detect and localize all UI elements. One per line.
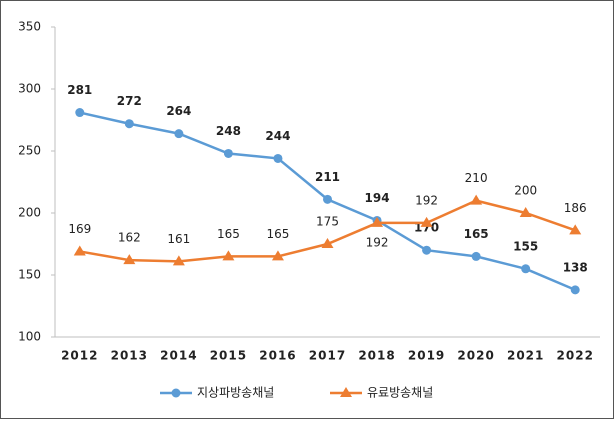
data-label: 155 [513,239,538,253]
data-label: 162 [118,231,141,245]
marker [75,108,85,118]
marker [124,119,134,129]
marker [323,194,332,204]
marker [570,285,580,295]
data-label: 175 [316,215,339,229]
legend-label: 지상파방송채널 [197,386,274,400]
x-tick-label: 2016 [259,349,296,363]
y-tick-label: 100 [18,330,41,344]
legend-label: 유료방송채널 [367,386,433,400]
x-tick-label: 2017 [309,349,346,363]
marker [321,238,334,248]
marker [420,216,433,227]
marker [471,251,481,261]
y-tick-label: 300 [18,82,41,96]
marker [271,250,284,261]
x-tick-label: 2015 [210,349,247,363]
data-label: 138 [563,260,588,274]
data-label: 281 [67,83,92,97]
data-label: 248 [216,124,241,138]
data-label: 192 [415,193,438,207]
data-label: 165 [464,227,489,241]
x-tick-label: 2020 [457,349,494,363]
data-label: 244 [265,129,290,143]
marker [172,255,185,266]
data-label: 170 [414,221,439,235]
marker [422,245,432,255]
x-tick-label: 2018 [358,349,395,363]
marker [174,129,184,139]
marker [73,245,86,256]
marker [340,387,352,397]
marker [171,388,181,398]
marker [222,250,235,261]
marker [371,216,384,227]
marker [521,264,531,274]
data-label: 210 [465,171,488,185]
marker [223,148,233,158]
marker [519,207,532,217]
marker [470,194,483,205]
data-label: 186 [564,201,587,215]
marker [569,224,582,235]
data-label: 165 [217,227,240,241]
data-label: 264 [166,104,191,118]
x-tick-label: 2013 [111,349,148,363]
x-tick-label: 2019 [408,349,445,363]
data-label: 200 [514,184,537,198]
data-label: 169 [68,222,91,236]
y-tick-label: 350 [18,20,41,34]
data-label: 194 [365,191,390,205]
marker [123,254,136,265]
y-tick-label: 250 [18,144,41,158]
data-label: 272 [117,94,142,108]
data-label: 165 [267,227,290,241]
marker [273,153,283,163]
data-label: 192 [366,235,389,249]
x-tick-label: 2012 [61,349,98,363]
data-label: 161 [167,232,190,246]
data-label: 211 [315,170,340,184]
y-tick-label: 150 [18,268,41,282]
x-tick-label: 2014 [160,349,197,363]
x-tick-label: 2021 [507,349,544,363]
x-tick-label: 2022 [557,349,594,363]
y-tick-label: 200 [18,206,41,220]
